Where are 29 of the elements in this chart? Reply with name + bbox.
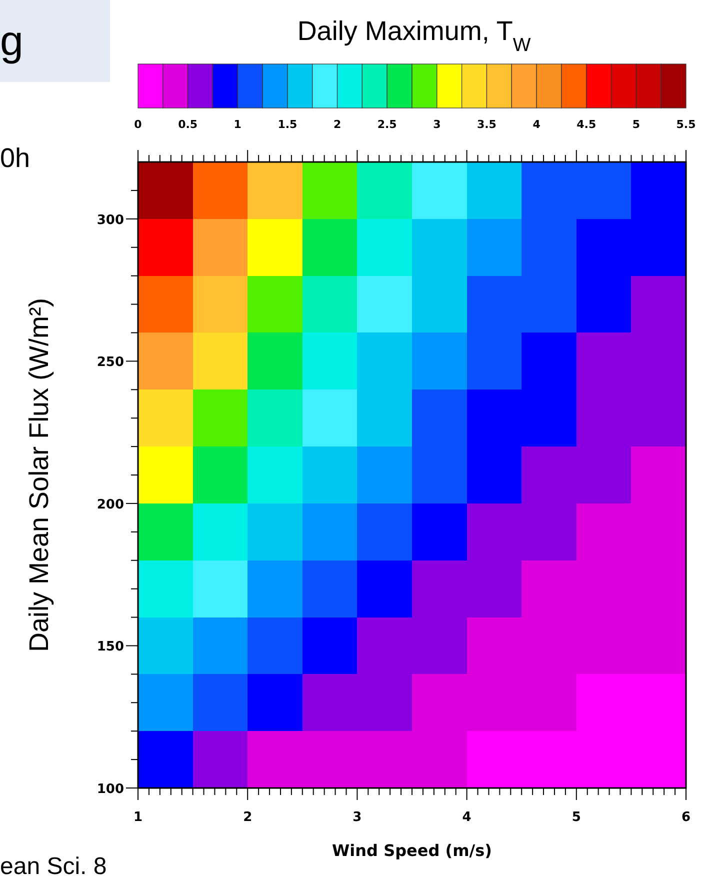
color-bar-label: 1 <box>234 118 242 131</box>
x-axis-title: Wind Speed (m/s) <box>332 841 492 860</box>
chart-title: Daily Maximum, T$_{W}$ <box>297 16 531 56</box>
x-tick-label: 3 <box>352 810 362 825</box>
color-bar-label: 0.5 <box>178 118 198 131</box>
x-tick-label: 5 <box>572 810 581 825</box>
color-bar-label: 1.5 <box>278 118 298 131</box>
x-tick-label: 4 <box>462 810 472 825</box>
text: ean Sci. 8 <box>0 853 107 880</box>
color-bar-label: 2.5 <box>377 118 397 131</box>
y-tick-label: 150 <box>96 640 124 655</box>
y-tick-label: 100 <box>96 782 124 797</box>
color-bar-label: 2 <box>333 118 342 131</box>
text: 0h <box>0 143 30 173</box>
color-bar-label: 5.5 <box>676 118 696 131</box>
y-tick-label: 200 <box>96 497 124 512</box>
color-bar-label: 4 <box>532 118 541 131</box>
color-bar-label: 0 <box>134 118 142 131</box>
y-tick-label: 300 <box>96 212 124 228</box>
color-bar-label: 5 <box>632 118 640 131</box>
color-bar-label: 3 <box>433 118 441 131</box>
text: g <box>0 17 24 64</box>
x-tick-label: 6 <box>681 810 691 825</box>
x-tick-label: 1 <box>133 810 143 825</box>
x-tick-label: 2 <box>243 810 252 825</box>
y-axis-title: Daily Mean Solar Flux (W/m²) <box>24 298 54 652</box>
color-bar-label: 3.5 <box>476 118 496 131</box>
y-tick-label: 250 <box>96 355 124 370</box>
color-bar-label: 4.5 <box>576 118 596 131</box>
